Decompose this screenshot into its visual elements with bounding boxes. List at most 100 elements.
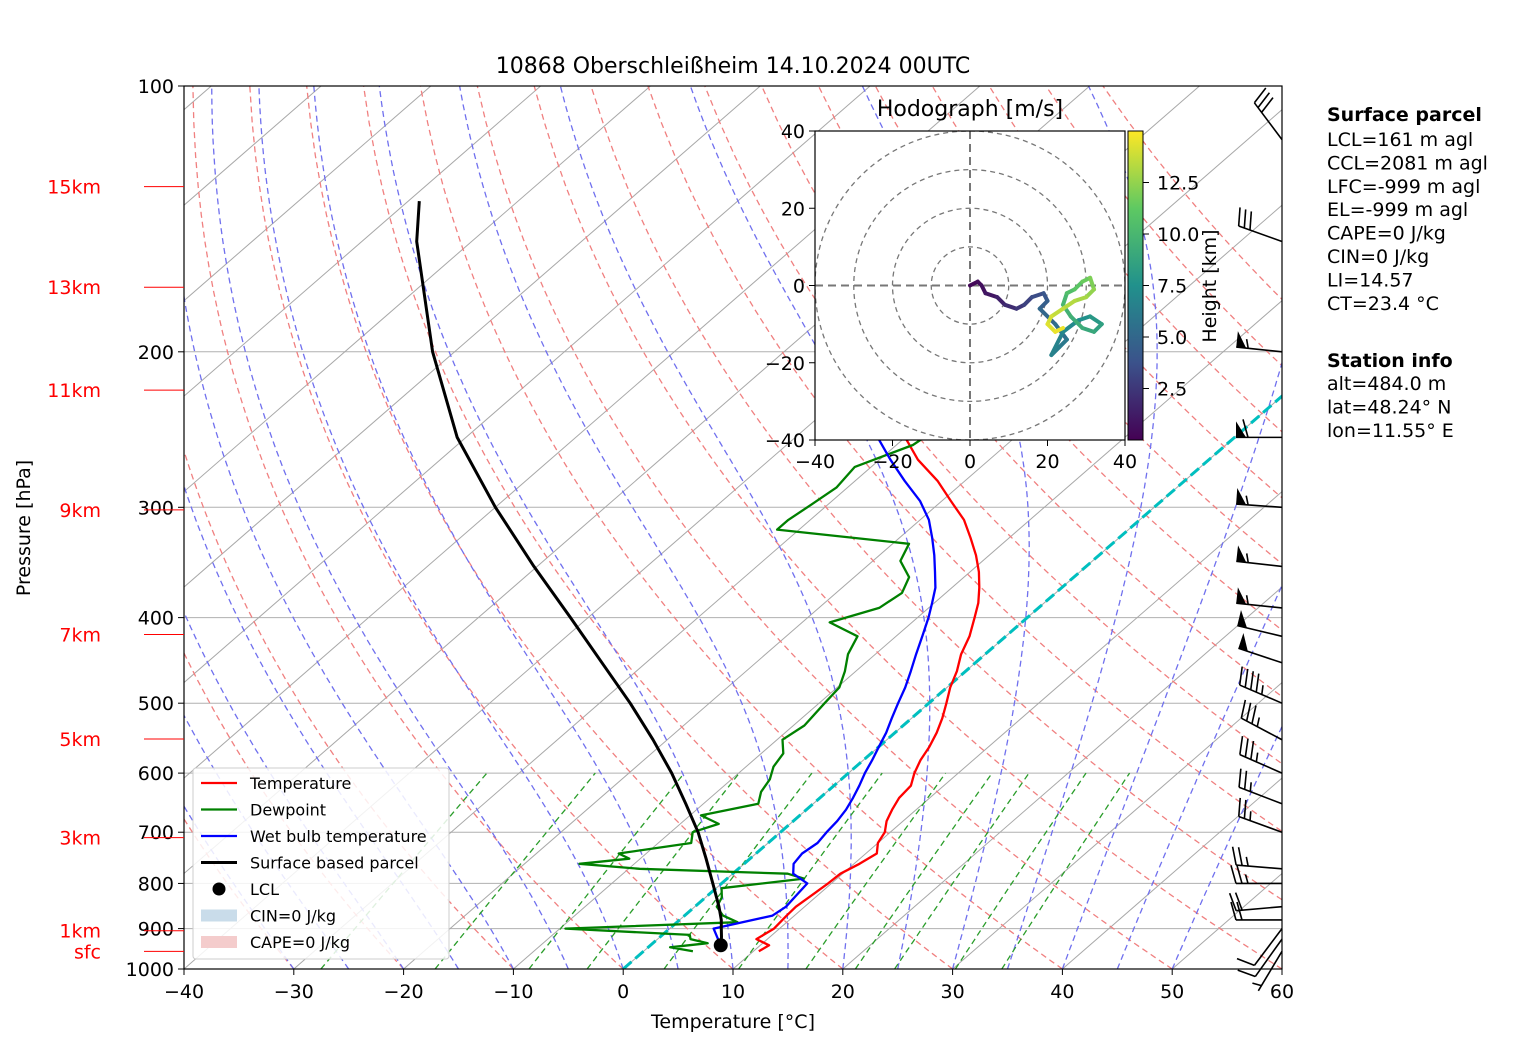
- wind-barb: [1238, 633, 1283, 664]
- barb-staff: [1238, 786, 1283, 805]
- barb-full: [1237, 207, 1241, 227]
- hodograph-segment: [1076, 314, 1093, 323]
- surface-parcel-line: LFC=-999 m agl: [1327, 176, 1480, 198]
- barb-half: [1245, 856, 1249, 867]
- legend-label: Surface based parcel: [250, 854, 419, 873]
- barb-flag: [1236, 421, 1246, 438]
- hodograph-segment: [1037, 306, 1058, 327]
- barb-full: [1249, 671, 1255, 690]
- barb-staff: [1239, 684, 1283, 704]
- mixing-ratio-line: [1001, 772, 1131, 969]
- x-axis-ticks: −40 −30 −20 −10 0 10 20 30 40 50 60: [164, 969, 1294, 1003]
- barb-half: [1260, 685, 1264, 695]
- hodograph-segment: [1049, 306, 1065, 319]
- barb-half: [1256, 717, 1261, 727]
- wind-barb: [1238, 768, 1283, 805]
- y-tick-label: 100: [138, 76, 174, 98]
- hodograph: Hodograph [m/s] −40 −20 0 20 40 40 20 0 −20 −40 2…: [765, 97, 1221, 473]
- barb-full: [1234, 892, 1243, 911]
- barb-full: [1249, 211, 1253, 231]
- barb-staff: [1239, 753, 1283, 774]
- isotherm: [184, 86, 981, 779]
- mixing-ratio-line: [738, 772, 883, 969]
- y-tick-label: 300: [138, 497, 174, 519]
- colorbar-tick-label: 10.0: [1157, 224, 1199, 246]
- wind-barb: [1253, 87, 1283, 141]
- surface-parcel-line: CIN=0 J/kg: [1327, 246, 1429, 268]
- wind-barb: [1252, 950, 1283, 992]
- barb-staff: [1237, 624, 1283, 638]
- moist-adiabat: [1006, 86, 1158, 969]
- hodograph-y-label: 20: [781, 198, 805, 220]
- barb-staff: [1238, 225, 1283, 243]
- barb-staff: [1240, 717, 1283, 741]
- moist-adiabat: [1171, 725, 1282, 969]
- station-info-line: lon=11.55° E: [1327, 420, 1454, 442]
- hodograph-colorbar: [1127, 130, 1144, 441]
- hodograph-segment: [1088, 275, 1096, 292]
- colorbar-tick-label: 2.5: [1157, 379, 1187, 401]
- barb-flag: [1236, 331, 1247, 349]
- hodograph-segment: [1061, 298, 1077, 311]
- moist-adiabat: [559, 86, 852, 969]
- isotherm: [952, 681, 1282, 969]
- dry-adiabat: [419, 86, 1063, 969]
- barb-staff: [1257, 950, 1283, 992]
- barb-full: [1230, 865, 1237, 884]
- y-tick-label: 500: [138, 693, 174, 715]
- barb-full: [1251, 705, 1257, 725]
- mixing-ratio-line: [434, 772, 596, 969]
- surface-parcel-line: LCL=161 m agl: [1327, 129, 1473, 151]
- barb-full: [1255, 673, 1260, 693]
- legend-label: CIN=0 J/kg: [250, 907, 336, 926]
- wind-barbs: [1228, 87, 1283, 992]
- dry-adiabat: [590, 86, 1282, 901]
- barb-flag: [1238, 633, 1248, 652]
- legend-swatch: [212, 882, 226, 896]
- y-tick-label: 200: [138, 342, 174, 364]
- wind-barb: [1236, 545, 1283, 568]
- colorbar-tick-label: 7.5: [1157, 276, 1187, 298]
- hodograph-segment: [983, 291, 1000, 300]
- barb-full: [1243, 770, 1248, 790]
- height-label: sfc: [74, 941, 101, 963]
- colorbar-tick-label: 12.5: [1157, 173, 1199, 195]
- y-axis-ticks: 1000 900 800 700 600 500 400 300 200 100: [126, 76, 184, 981]
- barb-full: [1236, 865, 1243, 884]
- barb-full: [1260, 97, 1274, 113]
- freezing-level-line: [622, 394, 1282, 969]
- barb-full: [1253, 87, 1267, 104]
- x-tick-label: 10: [721, 981, 745, 1003]
- dry-adiabat: [647, 86, 1282, 833]
- x-tick-label: −30: [274, 981, 314, 1003]
- isotherm: [513, 299, 1282, 969]
- dry-adiabat: [249, 86, 734, 969]
- wind-barb: [1236, 331, 1283, 353]
- barb-full: [1228, 892, 1237, 911]
- x-tick-label: −10: [493, 981, 533, 1003]
- hodograph-x-label: 0: [964, 451, 976, 473]
- hodograph-ring: [930, 246, 1010, 325]
- mixing-ratio-line: [854, 772, 993, 969]
- colorbar-tick-label: 5.0: [1157, 327, 1187, 349]
- barb-full: [1239, 736, 1244, 755]
- x-tick-label: −40: [164, 981, 204, 1003]
- legend-label: Wet bulb temperature: [250, 827, 427, 846]
- barb-full: [1244, 668, 1249, 688]
- hodograph-segment: [1061, 291, 1069, 307]
- mixing-ratio-line: [805, 772, 947, 969]
- barb-staff: [1254, 938, 1283, 977]
- barb-flag: [1236, 545, 1247, 563]
- wind-barb: [1239, 736, 1283, 774]
- hodograph-y-label: −40: [765, 430, 805, 452]
- barb-half: [1245, 553, 1249, 563]
- wind-barb: [1237, 207, 1283, 243]
- hodograph-trace: [968, 275, 1104, 358]
- mixing-ratio-line: [528, 772, 685, 969]
- height-label: 7km: [59, 624, 101, 646]
- barb-full: [1250, 740, 1255, 760]
- surface-parcel-line: CT=23.4 °C: [1327, 293, 1439, 315]
- mixing-ratio-line: [663, 772, 813, 969]
- legend-label: LCL: [250, 880, 279, 899]
